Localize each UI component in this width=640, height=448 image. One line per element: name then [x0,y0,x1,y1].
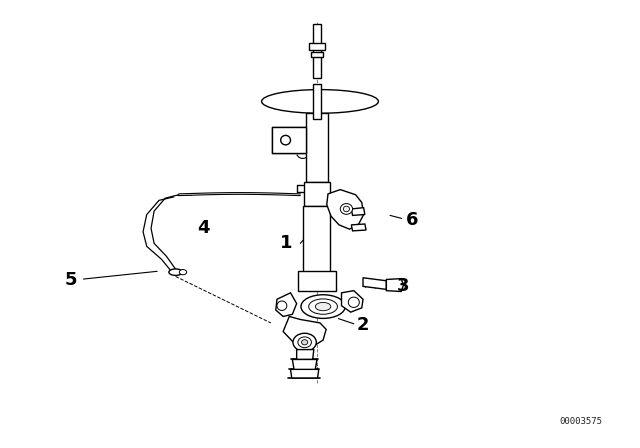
Polygon shape [303,206,330,273]
Ellipse shape [343,206,349,212]
Text: 2: 2 [356,316,369,334]
Polygon shape [272,127,306,153]
Text: 1: 1 [280,234,292,252]
Polygon shape [312,24,321,78]
Polygon shape [312,84,321,119]
Polygon shape [283,316,326,347]
Text: 3: 3 [397,277,409,295]
Polygon shape [306,113,328,182]
Text: 4: 4 [197,220,209,237]
Polygon shape [311,52,323,57]
Ellipse shape [179,270,187,275]
Polygon shape [292,359,317,370]
Ellipse shape [348,297,359,307]
Ellipse shape [340,203,353,214]
Ellipse shape [298,337,312,348]
Polygon shape [297,349,314,359]
Ellipse shape [301,340,308,345]
Polygon shape [291,369,319,378]
Ellipse shape [277,301,287,310]
Polygon shape [363,278,387,289]
Polygon shape [342,291,363,312]
Polygon shape [298,271,336,291]
Polygon shape [276,293,297,316]
Text: 00003575: 00003575 [559,417,603,426]
Text: 6: 6 [406,211,419,228]
Polygon shape [327,190,364,229]
Polygon shape [351,208,365,215]
Ellipse shape [262,90,378,113]
Polygon shape [309,43,324,50]
Ellipse shape [316,302,331,311]
Ellipse shape [301,295,345,319]
Ellipse shape [169,269,182,276]
Polygon shape [351,224,366,231]
Text: 5: 5 [65,271,77,289]
Polygon shape [387,279,404,292]
Polygon shape [304,182,330,206]
Ellipse shape [281,135,291,145]
Ellipse shape [308,299,337,314]
Ellipse shape [293,333,316,351]
